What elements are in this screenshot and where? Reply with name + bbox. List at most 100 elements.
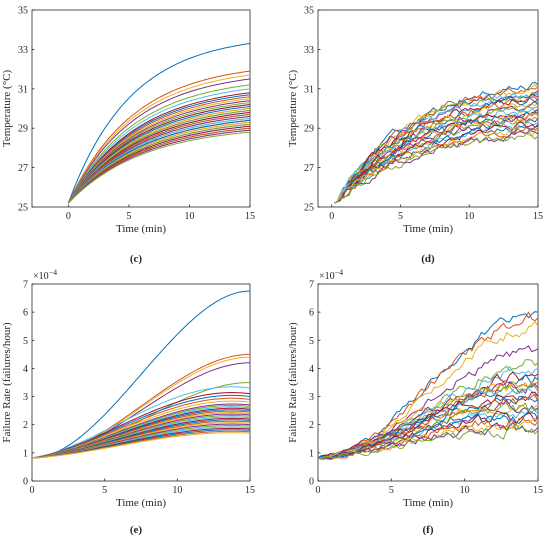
series-line-f-26 bbox=[318, 422, 538, 460]
x-tick-label: 15 bbox=[533, 211, 543, 222]
y-axis-label: Temperature (°C) bbox=[287, 70, 299, 148]
y-axis-label: Failure Rate (failures/hour) bbox=[287, 322, 299, 443]
y-tick-label: 31 bbox=[304, 84, 314, 95]
series-line-d-16 bbox=[334, 111, 538, 204]
series-line-c-15 bbox=[67, 106, 250, 204]
y-tick-label: 0 bbox=[23, 477, 28, 488]
series-line-d-20 bbox=[334, 121, 538, 204]
x-tick-label: 10 bbox=[460, 485, 470, 496]
y-tick-label: 4 bbox=[309, 364, 314, 375]
y-tick-label: 6 bbox=[23, 308, 28, 319]
y-tick-label: 3 bbox=[309, 392, 314, 403]
series-line-c-40 bbox=[67, 131, 250, 204]
series-line-f-14 bbox=[318, 391, 538, 459]
series-line-f-24 bbox=[318, 417, 538, 460]
series-group bbox=[334, 81, 538, 204]
series-group bbox=[67, 43, 250, 204]
y-axis-multiplier-exponent: −4 bbox=[49, 268, 58, 277]
y-tick-label: 4 bbox=[23, 364, 28, 375]
y-tick-label: 6 bbox=[309, 308, 314, 319]
x-axis-label: Time (min) bbox=[116, 223, 166, 235]
x-axis-label: Time (min) bbox=[403, 497, 453, 509]
x-tick-label: 5 bbox=[126, 211, 131, 222]
y-tick-label: 0 bbox=[309, 477, 314, 488]
series-line-c-25 bbox=[67, 115, 250, 204]
y-tick-label: 2 bbox=[309, 420, 314, 431]
x-tick-label: 15 bbox=[245, 485, 255, 496]
y-tick-label: 25 bbox=[304, 203, 314, 214]
y-tick-label: 5 bbox=[309, 336, 314, 347]
series-line-e-1 bbox=[32, 290, 250, 459]
x-tick-label: 5 bbox=[389, 485, 394, 496]
series-line-c-29 bbox=[67, 119, 250, 204]
x-tick-label: 10 bbox=[184, 211, 194, 222]
series-line-d-6 bbox=[334, 93, 538, 204]
panel-c: 0 5 10 15 25 27 29 31 33 35 Time (min) Temperature … bbox=[1, 6, 255, 266]
x-tick-label: 10 bbox=[464, 211, 474, 222]
panel-label: (c) bbox=[130, 253, 143, 265]
series-line-d-13 bbox=[334, 107, 538, 204]
series-group bbox=[318, 311, 538, 460]
y-tick-label: 35 bbox=[304, 6, 314, 17]
x-tick-label: 0 bbox=[329, 211, 334, 222]
y-axis-label: Failure Rate (failures/hour) bbox=[1, 322, 13, 443]
y-tick-label: 7 bbox=[309, 280, 314, 291]
series-line-c-27 bbox=[67, 117, 250, 204]
series-line-d-9 bbox=[334, 96, 538, 204]
series-line-c-3 bbox=[67, 74, 250, 204]
x-tick-label: 10 bbox=[172, 485, 182, 496]
x-tick-label: 0 bbox=[316, 485, 321, 496]
series-line-c-39 bbox=[67, 129, 250, 204]
series-line-c-4 bbox=[67, 78, 250, 204]
y-tick-label: 3 bbox=[23, 392, 28, 403]
x-tick-label: 5 bbox=[102, 485, 107, 496]
series-line-c-14 bbox=[67, 104, 250, 204]
series-line-d-26 bbox=[334, 131, 538, 204]
series-line-d-22 bbox=[334, 125, 538, 204]
y-axis-multiplier-exponent: −4 bbox=[335, 268, 344, 277]
y-axis-multiplier: ×10−4 bbox=[33, 268, 57, 282]
y-tick-label: 35 bbox=[18, 6, 28, 17]
x-tick-label: 0 bbox=[66, 211, 71, 222]
y-tick-label: 2 bbox=[23, 420, 28, 431]
y-tick-label: 5 bbox=[23, 336, 28, 347]
y-tick-label: 29 bbox=[18, 124, 28, 135]
series-line-d-24 bbox=[334, 125, 538, 204]
y-tick-label: 27 bbox=[304, 163, 314, 174]
series-line-c-35 bbox=[67, 125, 250, 204]
series-group bbox=[32, 290, 250, 459]
y-axis-label: Temperature (°C) bbox=[1, 70, 13, 148]
x-tick-label: 0 bbox=[30, 485, 35, 496]
series-line-c-8 bbox=[67, 94, 250, 204]
series-line-c-21 bbox=[67, 111, 250, 204]
series-line-c-17 bbox=[67, 108, 250, 204]
x-axis-label: Time (min) bbox=[403, 223, 453, 235]
series-line-e-6 bbox=[32, 386, 250, 459]
y-tick-label: 29 bbox=[304, 124, 314, 135]
series-line-d-19 bbox=[334, 116, 538, 204]
series-line-c-10 bbox=[67, 98, 250, 204]
series-line-e-31 bbox=[32, 432, 250, 459]
series-line-c-5 bbox=[67, 84, 250, 204]
y-tick-label: 1 bbox=[23, 448, 28, 459]
series-line-c-31 bbox=[67, 121, 250, 204]
series-line-c-23 bbox=[67, 113, 250, 204]
series-line-c-11 bbox=[67, 100, 250, 204]
series-line-c-37 bbox=[67, 127, 250, 204]
y-tick-label: 27 bbox=[18, 163, 28, 174]
panel-f: 0 5 10 15 0 1 2 3 4 5 6 7 Time (min) Failure Rate (fa… bbox=[287, 268, 543, 536]
panel-label: (f) bbox=[423, 524, 434, 536]
y-tick-label: 1 bbox=[309, 448, 314, 459]
series-line-c-19 bbox=[67, 110, 250, 204]
panel-label: (d) bbox=[421, 253, 435, 265]
x-axis-label: Time (min) bbox=[116, 497, 166, 509]
y-tick-label: 25 bbox=[18, 203, 28, 214]
series-line-d-25 bbox=[334, 129, 538, 204]
panel-d: 0 5 10 15 25 27 29 31 33 35 Time (min) Temperature … bbox=[287, 6, 543, 266]
panel-e: 0 5 10 15 0 1 2 3 4 5 6 7 Time (min) Failure Rate (fa… bbox=[1, 268, 255, 536]
series-line-c-6 bbox=[67, 88, 250, 204]
series-line-c-12 bbox=[67, 102, 250, 204]
series-line-c-1 bbox=[67, 43, 250, 204]
series-line-c-33 bbox=[67, 123, 250, 204]
